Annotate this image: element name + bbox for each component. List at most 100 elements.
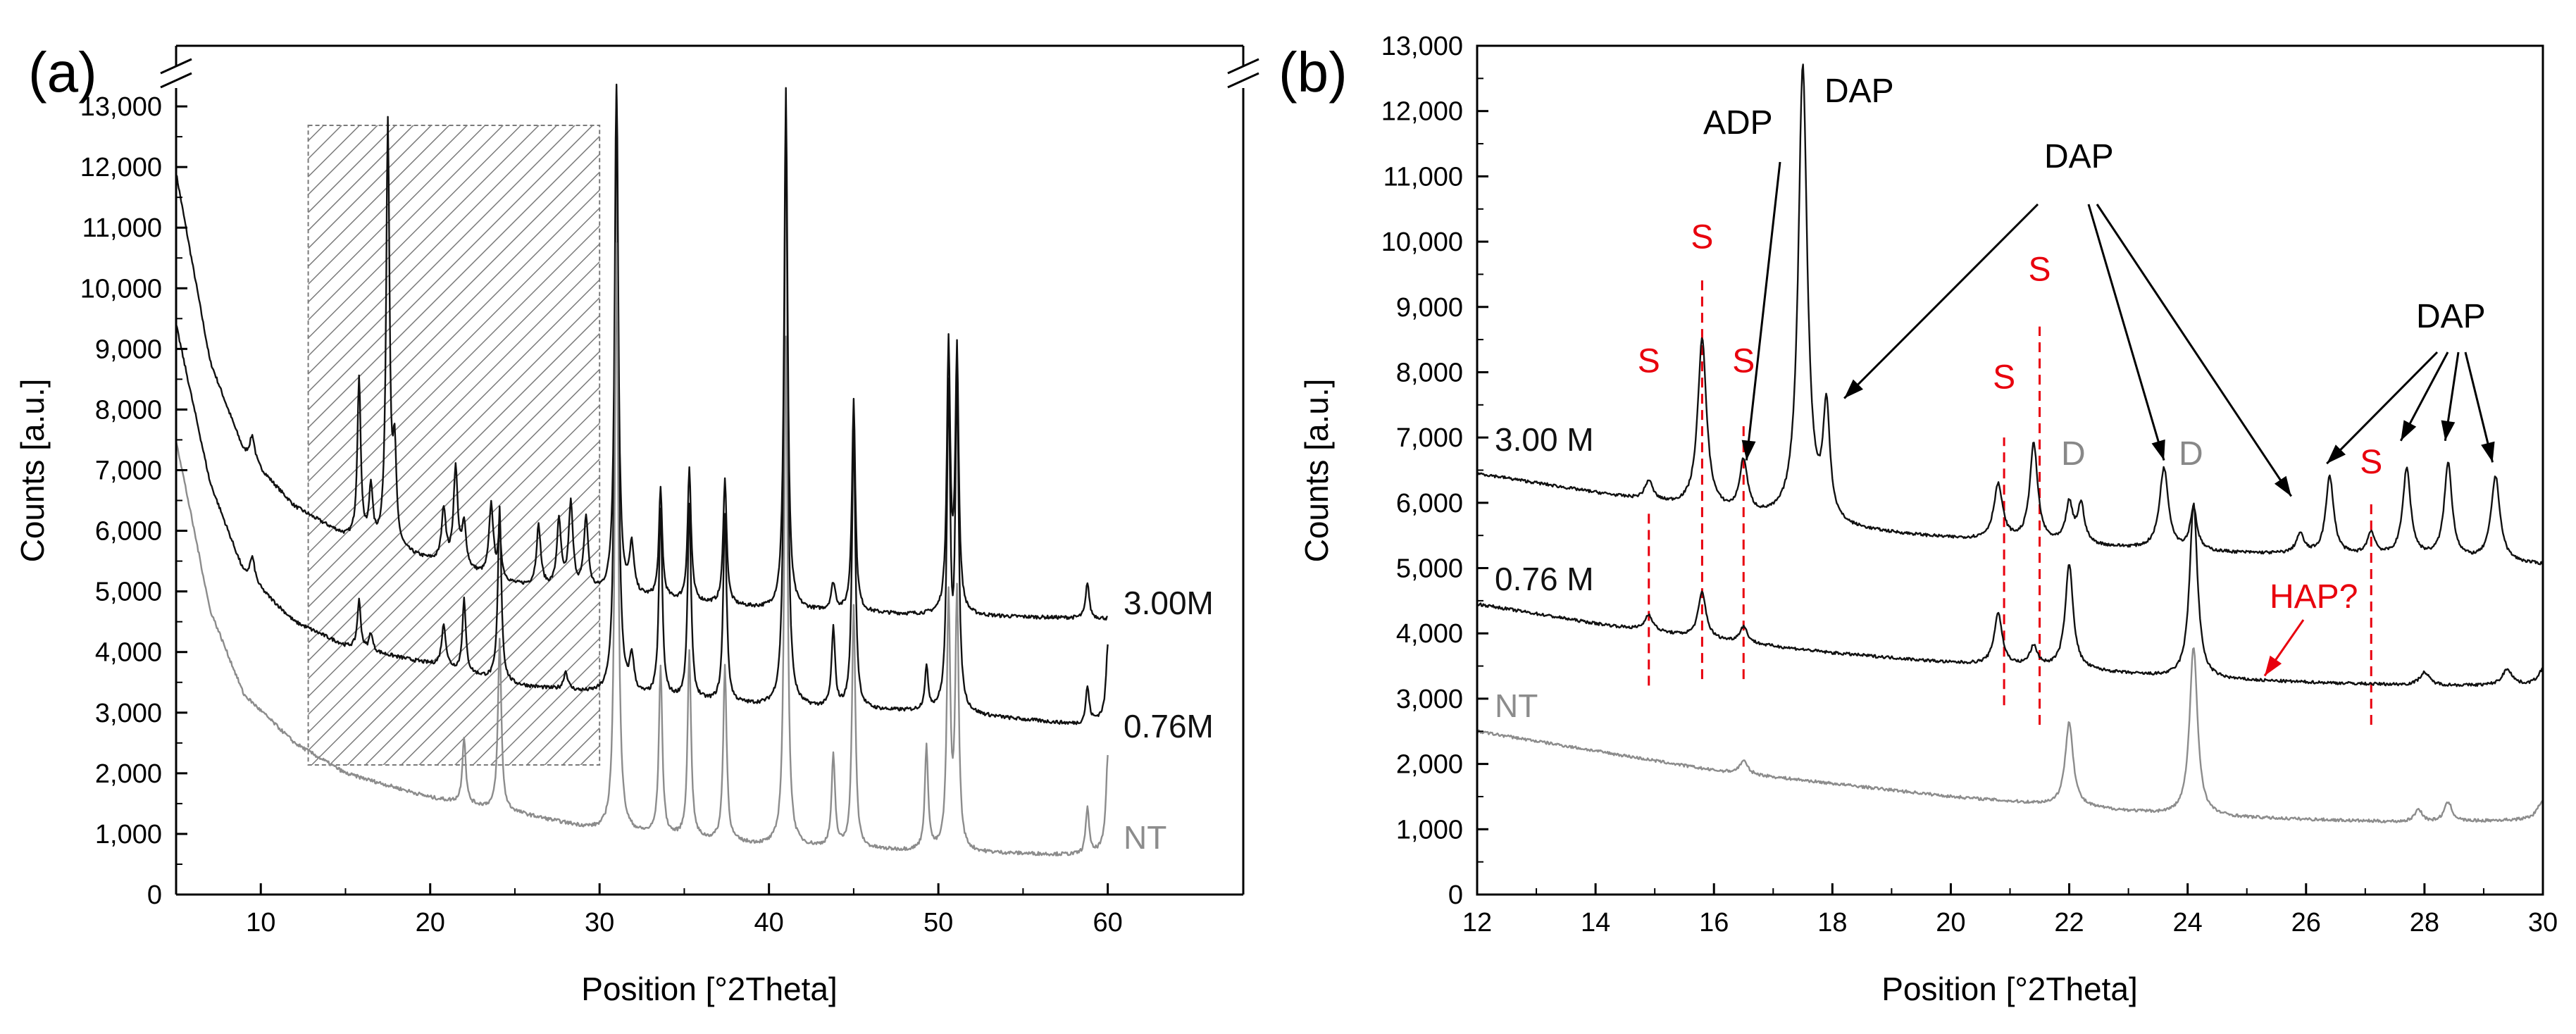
panel-b-y-axis-title: Counts [a.u.] bbox=[1298, 379, 1335, 563]
y-tick-label: 6,000 bbox=[95, 517, 162, 547]
series-label-3.00-m: 3.00 M bbox=[1495, 421, 1594, 458]
y-tick-label: 13,000 bbox=[80, 92, 162, 122]
series-label-nt-b: NT bbox=[1495, 687, 1538, 724]
sulfur-marker-label: S bbox=[1638, 342, 1660, 380]
arrow-head bbox=[1741, 440, 1756, 461]
x-tick-label: 40 bbox=[754, 908, 784, 938]
panel-b-x-axis-title: Position [°2Theta] bbox=[1881, 971, 2138, 1007]
y-tick-label: 11,000 bbox=[1383, 162, 1463, 192]
axis-break-right bbox=[1227, 58, 1259, 75]
y-tick-label: 8,000 bbox=[95, 395, 162, 425]
y-tick-label: 3,000 bbox=[1396, 685, 1463, 714]
annotation-arrow bbox=[2087, 204, 2165, 461]
panel-a-x-ticks: 10 20 30 40 50 60 bbox=[246, 883, 1123, 938]
y-tick-label: 5,000 bbox=[1396, 554, 1463, 584]
series-label-3.00m: 3.00M bbox=[1124, 585, 1214, 621]
panel-b-frame bbox=[1476, 44, 2544, 896]
sulfur-marker-label: S bbox=[2360, 444, 2382, 481]
y-tick-label: 3,000 bbox=[95, 699, 162, 728]
arrow-head bbox=[2264, 655, 2282, 676]
y-tick-label: 11,000 bbox=[82, 213, 162, 243]
y-tick-label: 5,000 bbox=[95, 578, 162, 607]
arrow-head bbox=[2151, 439, 2165, 461]
y-tick-label: 0 bbox=[1448, 880, 1463, 910]
y-tick-label: 6,000 bbox=[1396, 489, 1463, 518]
y-tick-label: 12,000 bbox=[1381, 97, 1463, 127]
series-label-0.76m: 0.76M bbox=[1124, 708, 1214, 745]
panel-a-label: (a) bbox=[28, 41, 97, 104]
y-tick-label: 0 bbox=[147, 880, 162, 910]
panel-a-frame bbox=[160, 44, 1259, 896]
y-tick-label: 9,000 bbox=[1396, 293, 1463, 323]
y-tick-label: 2,000 bbox=[1396, 750, 1463, 780]
annotation-arrow bbox=[1843, 203, 2039, 399]
series-line-nt bbox=[175, 242, 1109, 857]
y-tick-label: 2,000 bbox=[95, 759, 162, 789]
series-line-3-00m bbox=[175, 83, 1108, 621]
arrow-head bbox=[2401, 420, 2417, 441]
y-tick-label: 10,000 bbox=[80, 274, 162, 304]
d-label-2: D bbox=[2179, 435, 2203, 473]
arrow-head bbox=[2481, 441, 2495, 463]
x-tick-label: 30 bbox=[2528, 908, 2558, 938]
series-line-3-00-m bbox=[1476, 63, 2544, 566]
dap-label-mid: DAP bbox=[2044, 138, 2114, 175]
sulfur-marker-label: S bbox=[1691, 218, 1713, 256]
phase-annotations: ADP DAP DAP DAP D D HAP? bbox=[1703, 73, 2495, 677]
x-tick-label: 30 bbox=[585, 908, 614, 938]
panel-a: (a) 10 20 30 40 50 60 0 1,000 2,000 3,000 4,000 5,… bbox=[14, 41, 1259, 1007]
x-tick-label: 16 bbox=[1699, 908, 1729, 938]
x-tick-label: 26 bbox=[2291, 908, 2321, 938]
hap-label: HAP? bbox=[2270, 578, 2358, 616]
sulfur-marker-label: S bbox=[1732, 342, 1755, 380]
arrow-head bbox=[2441, 420, 2456, 441]
dap-label-right: DAP bbox=[2416, 298, 2486, 335]
panel-b-series bbox=[1476, 63, 2544, 823]
series-label-0.76-m: 0.76 M bbox=[1495, 561, 1594, 597]
annotation-arrows bbox=[1741, 161, 2495, 677]
arrow-head bbox=[2327, 444, 2346, 464]
x-tick-label: 60 bbox=[1093, 908, 1122, 938]
x-tick-label: 20 bbox=[416, 908, 445, 938]
x-tick-label: 50 bbox=[923, 908, 953, 938]
x-tick-label: 28 bbox=[2410, 908, 2439, 938]
annotation-arrow bbox=[2326, 351, 2439, 465]
panel-b-label: (b) bbox=[1278, 41, 1348, 104]
y-tick-label: 1,000 bbox=[95, 820, 162, 849]
axis-break-left bbox=[160, 58, 192, 75]
panel-b-y-ticks: 0 1,000 2,000 3,000 4,000 5,000 6,000 7,000 8,00… bbox=[1381, 32, 1488, 910]
d-label-1: D bbox=[2061, 435, 2086, 473]
annotation-arrow bbox=[2096, 204, 2293, 497]
sulfur-marker-label: S bbox=[2029, 251, 2051, 289]
arrow-head bbox=[2274, 475, 2291, 497]
y-tick-label: 7,000 bbox=[1396, 423, 1463, 453]
y-tick-label: 1,000 bbox=[1396, 815, 1463, 845]
x-tick-label: 22 bbox=[2054, 908, 2084, 938]
y-tick-label: 10,000 bbox=[1381, 228, 1463, 257]
panel-b: (b) S S S S S S 12 14 16 18 20 22 24 26 28 30 0 1,000 2,… bbox=[1278, 32, 2558, 1007]
x-tick-label: 10 bbox=[246, 908, 275, 938]
annotation-arrow bbox=[1745, 161, 1781, 461]
y-tick-label: 13,000 bbox=[1381, 32, 1463, 61]
sulfur-markers: S S S S S S bbox=[1638, 218, 2382, 725]
dap-label-top: DAP bbox=[1824, 73, 1894, 110]
x-tick-label: 24 bbox=[2173, 908, 2203, 938]
y-tick-label: 7,000 bbox=[95, 456, 162, 486]
y-tick-label: 4,000 bbox=[95, 638, 162, 668]
series-line-nt bbox=[1476, 647, 2544, 823]
x-tick-label: 20 bbox=[1936, 908, 1965, 938]
sulfur-marker-label: S bbox=[1993, 359, 2015, 397]
panel-a-x-axis-title: Position [°2Theta] bbox=[581, 971, 838, 1007]
x-tick-label: 18 bbox=[1817, 908, 1847, 938]
y-tick-label: 9,000 bbox=[95, 335, 162, 364]
panel-a-series bbox=[175, 83, 1109, 857]
y-tick-label: 12,000 bbox=[80, 153, 162, 182]
panel-a-y-axis-title: Counts [a.u.] bbox=[14, 379, 51, 563]
hatched-region bbox=[307, 125, 601, 766]
arrow-head bbox=[1844, 379, 1863, 399]
x-tick-label: 14 bbox=[1581, 908, 1610, 938]
panel-a-y-ticks: 0 1,000 2,000 3,000 4,000 5,000 6,000 7,000 8,00… bbox=[80, 92, 187, 910]
adp-label: ADP bbox=[1703, 104, 1773, 142]
y-tick-label: 4,000 bbox=[1396, 619, 1463, 649]
